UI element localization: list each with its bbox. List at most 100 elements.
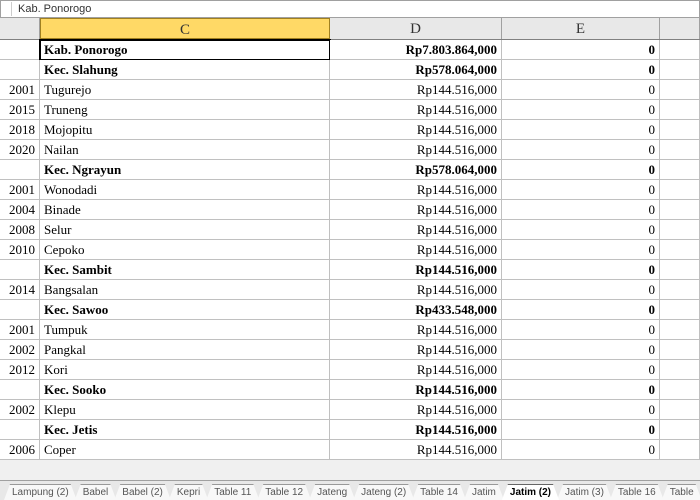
cell-e[interactable]: 0 <box>502 40 660 60</box>
cell-b[interactable] <box>0 300 40 320</box>
cell-c[interactable]: Nailan <box>40 140 330 160</box>
cell-c[interactable]: Kori <box>40 360 330 380</box>
cell-f[interactable] <box>660 240 700 260</box>
cell-b[interactable] <box>0 380 40 400</box>
cell-d[interactable]: Rp144.516,000 <box>330 140 502 160</box>
sheet-tab[interactable]: Babel <box>75 484 117 500</box>
cell-c[interactable]: Kec. Sambit <box>40 260 330 280</box>
cell-c[interactable]: Klepu <box>40 400 330 420</box>
cell-e[interactable]: 0 <box>502 260 660 280</box>
cell-d[interactable]: Rp433.548,000 <box>330 300 502 320</box>
cell-b[interactable] <box>0 40 40 60</box>
cell-b[interactable]: 2001 <box>0 80 40 100</box>
cell-f[interactable] <box>660 220 700 240</box>
cell-f[interactable] <box>660 320 700 340</box>
cell-d[interactable]: Rp144.516,000 <box>330 280 502 300</box>
cell-d[interactable]: Rp7.803.864,000 <box>330 40 502 60</box>
cell-f[interactable] <box>660 180 700 200</box>
cell-b[interactable]: 2001 <box>0 180 40 200</box>
cell-c[interactable]: Kec. Sawoo <box>40 300 330 320</box>
cell-c[interactable]: Coper <box>40 440 330 460</box>
cell-c[interactable]: Wonodadi <box>40 180 330 200</box>
cell-f[interactable] <box>660 360 700 380</box>
column-header-D[interactable]: D <box>330 18 502 39</box>
sheet-tab[interactable]: Table <box>662 484 700 500</box>
sheet-tab[interactable]: Lampung (2) <box>4 484 77 500</box>
column-header-C[interactable]: C <box>40 18 330 39</box>
cell-b[interactable] <box>0 60 40 80</box>
cell-f[interactable] <box>660 440 700 460</box>
cell-b[interactable]: 2001 <box>0 320 40 340</box>
cell-e[interactable]: 0 <box>502 240 660 260</box>
cell-e[interactable]: 0 <box>502 120 660 140</box>
cell-d[interactable]: Rp144.516,000 <box>330 380 502 400</box>
cell-e[interactable]: 0 <box>502 160 660 180</box>
cell-e[interactable]: 0 <box>502 280 660 300</box>
cell-e[interactable]: 0 <box>502 380 660 400</box>
sheet-tab[interactable]: Jatim (3) <box>557 484 612 500</box>
cell-f[interactable] <box>660 280 700 300</box>
cell-b[interactable] <box>0 160 40 180</box>
cell-e[interactable]: 0 <box>502 440 660 460</box>
sheet-tab[interactable]: Table 12 <box>257 484 311 500</box>
cell-d[interactable]: Rp578.064,000 <box>330 160 502 180</box>
cell-c[interactable]: Truneng <box>40 100 330 120</box>
cell-e[interactable]: 0 <box>502 360 660 380</box>
cell-f[interactable] <box>660 420 700 440</box>
cell-e[interactable]: 0 <box>502 400 660 420</box>
cell-b[interactable] <box>0 260 40 280</box>
cell-d[interactable]: Rp144.516,000 <box>330 180 502 200</box>
cell-d[interactable]: Rp144.516,000 <box>330 260 502 280</box>
cell-e[interactable]: 0 <box>502 200 660 220</box>
cell-d[interactable]: Rp144.516,000 <box>330 100 502 120</box>
sheet-tab[interactable]: Table 16 <box>610 484 664 500</box>
sheet-tab[interactable]: Babel (2) <box>114 484 171 500</box>
cell-e[interactable]: 0 <box>502 340 660 360</box>
cell-e[interactable]: 0 <box>502 100 660 120</box>
cell-b[interactable]: 2010 <box>0 240 40 260</box>
cell-b[interactable]: 2008 <box>0 220 40 240</box>
grid-body[interactable]: Kab. PonorogoRp7.803.864,0000Kec. Slahun… <box>0 40 700 460</box>
cell-c[interactable]: Tumpuk <box>40 320 330 340</box>
cell-e[interactable]: 0 <box>502 180 660 200</box>
cell-b[interactable]: 2012 <box>0 360 40 380</box>
cell-b[interactable]: 2014 <box>0 280 40 300</box>
column-header-stub[interactable] <box>0 18 40 39</box>
cell-f[interactable] <box>660 100 700 120</box>
cell-f[interactable] <box>660 120 700 140</box>
cell-d[interactable]: Rp144.516,000 <box>330 120 502 140</box>
cell-d[interactable]: Rp144.516,000 <box>330 220 502 240</box>
sheet-tab[interactable]: Table 14 <box>412 484 466 500</box>
cell-b[interactable]: 2018 <box>0 120 40 140</box>
cell-f[interactable] <box>660 200 700 220</box>
cell-d[interactable]: Rp144.516,000 <box>330 400 502 420</box>
sheet-tab[interactable]: Jateng (2) <box>353 484 414 500</box>
cell-f[interactable] <box>660 40 700 60</box>
cell-f[interactable] <box>660 60 700 80</box>
column-header-F[interactable] <box>660 18 700 39</box>
cell-f[interactable] <box>660 300 700 320</box>
cell-d[interactable]: Rp144.516,000 <box>330 420 502 440</box>
cell-c[interactable]: Mojopitu <box>40 120 330 140</box>
cell-d[interactable]: Rp144.516,000 <box>330 440 502 460</box>
cell-f[interactable] <box>660 140 700 160</box>
cell-b[interactable]: 2015 <box>0 100 40 120</box>
cell-f[interactable] <box>660 380 700 400</box>
cell-d[interactable]: Rp144.516,000 <box>330 200 502 220</box>
cell-e[interactable]: 0 <box>502 300 660 320</box>
cell-c[interactable]: Binade <box>40 200 330 220</box>
cell-f[interactable] <box>660 260 700 280</box>
cell-b[interactable] <box>0 420 40 440</box>
cell-b[interactable]: 2002 <box>0 340 40 360</box>
cell-b[interactable]: 2006 <box>0 440 40 460</box>
cell-c[interactable]: Kec. Jetis <box>40 420 330 440</box>
cell-f[interactable] <box>660 400 700 420</box>
sheet-tab[interactable]: Jateng <box>309 484 355 500</box>
cell-e[interactable]: 0 <box>502 420 660 440</box>
cell-d[interactable]: Rp144.516,000 <box>330 320 502 340</box>
cell-d[interactable]: Rp578.064,000 <box>330 60 502 80</box>
cell-b[interactable]: 2020 <box>0 140 40 160</box>
cell-f[interactable] <box>660 80 700 100</box>
cell-c[interactable]: Kec. Ngrayun <box>40 160 330 180</box>
cell-c[interactable]: Selur <box>40 220 330 240</box>
